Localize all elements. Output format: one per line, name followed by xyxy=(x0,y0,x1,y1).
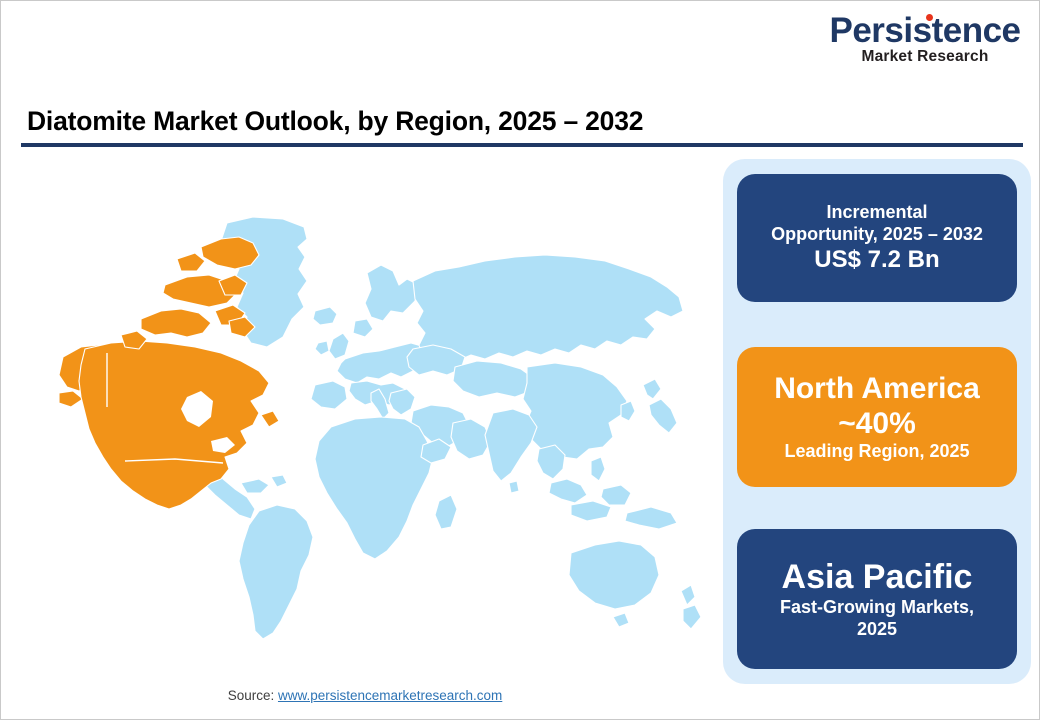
logo-subtitle: Market Research xyxy=(861,48,989,65)
map-region-north-america xyxy=(58,236,280,510)
card-fast-growing-region[interactable]: Asia Pacific Fast-Growing Markets, 2025 xyxy=(737,529,1017,669)
card-incremental-value: US$ 7.2 Bn xyxy=(814,245,940,273)
card-fast-growing-region-name: Asia Pacific xyxy=(781,557,973,596)
logo-dot-icon xyxy=(925,14,933,21)
logo-wordmark: Persistence xyxy=(829,11,1021,50)
source-url-link[interactable]: www.persistencemarketresearch.com xyxy=(277,688,503,703)
card-leading-region-share: ~40% xyxy=(838,407,916,441)
world-map xyxy=(15,161,715,671)
source-caption: Source: www.persistencemarketresearch.co… xyxy=(15,688,715,703)
card-fast-growing-region-caption: Fast-Growing Markets, xyxy=(779,597,975,618)
card-leading-region[interactable]: North America ~40% Leading Region, 2025 xyxy=(737,347,1017,487)
source-label: Source: xyxy=(227,688,278,703)
logo-wordmark-text: Persistence xyxy=(829,11,1021,50)
page-title: Diatomite Market Outlook, by Region, 202… xyxy=(27,106,644,136)
stats-panel: Incremental Opportunity, 2025 – 2032 US$… xyxy=(723,159,1031,684)
card-leading-region-caption: Leading Region, 2025 xyxy=(784,441,970,462)
card-incremental-opportunity[interactable]: Incremental Opportunity, 2025 – 2032 US$… xyxy=(737,174,1017,302)
company-logo: Persistence Market Research xyxy=(821,13,1029,69)
card-leading-region-name: North America xyxy=(774,371,980,405)
map-region-rest-of-world xyxy=(172,216,702,640)
card-incremental-line2: Opportunity, 2025 – 2032 xyxy=(771,223,983,244)
card-incremental-line1: Incremental xyxy=(826,201,928,222)
world-map-svg xyxy=(58,216,702,640)
map-internal-borders xyxy=(106,353,235,464)
card-fast-growing-region-year: 2025 xyxy=(856,619,898,640)
title-divider xyxy=(21,143,1023,147)
